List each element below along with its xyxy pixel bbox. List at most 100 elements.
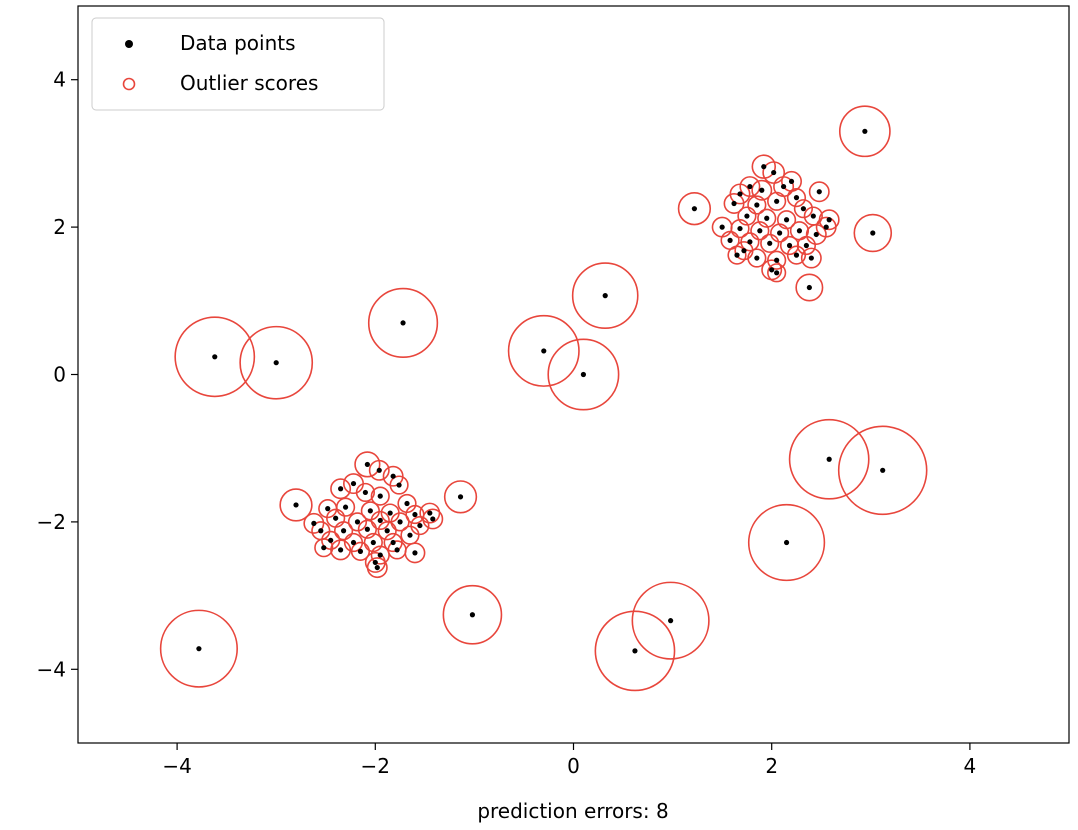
outlier-score-circle-13 bbox=[837, 425, 928, 516]
data-point-43 bbox=[364, 526, 370, 532]
outlier-score-circle-5 bbox=[279, 488, 313, 522]
legend-label-data-points: Data points bbox=[180, 31, 296, 55]
data-point-16 bbox=[870, 230, 876, 236]
data-point-35 bbox=[417, 522, 423, 529]
data-point-67 bbox=[754, 202, 760, 208]
data-point-79 bbox=[757, 228, 763, 234]
data-point-81 bbox=[796, 228, 803, 234]
data-point-56 bbox=[374, 564, 380, 571]
outlier-score-circle-94 bbox=[767, 263, 787, 283]
data-point-49 bbox=[328, 537, 334, 543]
legend-marker-data-points bbox=[125, 40, 133, 48]
data-point-48 bbox=[350, 539, 357, 546]
data-point-11 bbox=[668, 618, 674, 624]
outlier-score-circle-54 bbox=[404, 542, 426, 564]
data-point-84 bbox=[747, 239, 753, 245]
outlier-score-circle-8 bbox=[547, 338, 620, 411]
data-point-52 bbox=[377, 552, 383, 558]
outlier-score-circle-17 bbox=[677, 192, 712, 226]
outlier-score-circle-70 bbox=[793, 199, 814, 219]
outlier-score-circle-12 bbox=[788, 418, 870, 500]
data-point-51 bbox=[357, 548, 364, 554]
outlier-score-circle-25 bbox=[355, 482, 375, 503]
outlier-score-circle-3 bbox=[159, 609, 238, 688]
data-point-90 bbox=[774, 257, 780, 263]
data-point-95 bbox=[741, 248, 747, 254]
data-point-29 bbox=[342, 504, 349, 510]
data-point-62 bbox=[759, 187, 765, 193]
data-point-55 bbox=[372, 559, 378, 566]
x-tick-label-2: 2 bbox=[765, 754, 778, 778]
outlier-score-circle-6 bbox=[443, 480, 478, 514]
data-point-5 bbox=[293, 502, 299, 508]
outlier-score-circle-69 bbox=[786, 188, 807, 208]
outlier-score-circle-35 bbox=[410, 515, 430, 536]
outlier-score-circle-36 bbox=[390, 512, 410, 532]
data-points-layer bbox=[196, 128, 886, 654]
data-point-50 bbox=[338, 547, 344, 553]
data-point-69 bbox=[793, 195, 800, 201]
data-point-76 bbox=[823, 224, 829, 230]
outlier-score-circle-29 bbox=[335, 497, 356, 517]
outlier-score-circle-57 bbox=[314, 538, 334, 558]
data-point-68 bbox=[774, 198, 780, 204]
outlier-score-circle-11 bbox=[631, 581, 710, 660]
data-point-54 bbox=[412, 550, 418, 556]
data-point-26 bbox=[377, 493, 383, 499]
data-point-89 bbox=[754, 255, 760, 261]
outlier-score-circle-65 bbox=[808, 181, 830, 203]
outlier-score-circle-87 bbox=[796, 235, 816, 256]
outlier-score-circle-78 bbox=[730, 218, 750, 239]
data-point-88 bbox=[734, 252, 740, 258]
outlier-score-circle-37 bbox=[370, 510, 390, 531]
outlier-score-circle-24 bbox=[389, 475, 409, 495]
y-tick-label-2: 2 bbox=[53, 215, 66, 239]
data-point-8 bbox=[580, 371, 587, 378]
outlier-score-circle-26 bbox=[370, 486, 390, 506]
data-point-15 bbox=[862, 128, 868, 134]
x-axis-label: prediction errors: 8 bbox=[477, 799, 668, 823]
data-point-63 bbox=[780, 183, 787, 190]
data-point-19 bbox=[364, 461, 370, 468]
data-point-72 bbox=[764, 215, 770, 221]
data-point-45 bbox=[407, 532, 413, 538]
data-point-1 bbox=[273, 360, 279, 366]
outlier-score-circle-16 bbox=[853, 213, 893, 253]
x-axis-ticks: −4 −2 0 2 4 bbox=[162, 743, 976, 778]
data-point-20 bbox=[376, 467, 382, 473]
data-point-12 bbox=[826, 456, 832, 462]
data-point-23 bbox=[390, 473, 396, 479]
data-point-36 bbox=[397, 519, 403, 525]
data-point-94 bbox=[774, 270, 780, 276]
data-point-39 bbox=[333, 515, 339, 521]
data-point-40 bbox=[311, 520, 317, 526]
outlier-score-circle-34 bbox=[422, 508, 444, 530]
outlier-score-circle-47 bbox=[363, 532, 383, 553]
data-point-41 bbox=[318, 528, 324, 534]
outlier-score-circle-20 bbox=[368, 459, 390, 481]
data-point-73 bbox=[783, 217, 790, 223]
outlier-score-circle-40 bbox=[303, 512, 325, 534]
outlier-score-circle-30 bbox=[360, 501, 380, 521]
data-point-60 bbox=[747, 183, 753, 190]
data-point-65 bbox=[816, 189, 822, 195]
data-point-42 bbox=[340, 528, 347, 534]
data-point-0 bbox=[212, 354, 218, 360]
data-point-13 bbox=[880, 467, 886, 473]
data-point-85 bbox=[767, 240, 773, 246]
data-point-53 bbox=[394, 547, 400, 553]
x-tick-label--4: −4 bbox=[162, 754, 191, 778]
outlier-score-circle-82 bbox=[805, 223, 827, 245]
data-point-57 bbox=[321, 545, 327, 551]
data-point-75 bbox=[826, 217, 832, 223]
data-point-7 bbox=[541, 348, 547, 354]
data-point-18 bbox=[806, 284, 812, 291]
outlier-score-circle-85 bbox=[760, 233, 780, 253]
outlier-score-circle-71 bbox=[737, 206, 757, 226]
outlier-score-circle-67 bbox=[747, 195, 767, 215]
data-point-28 bbox=[325, 506, 331, 512]
data-point-3 bbox=[196, 646, 202, 652]
legend-box bbox=[91, 17, 385, 111]
x-tick-label-0: 0 bbox=[567, 754, 580, 778]
